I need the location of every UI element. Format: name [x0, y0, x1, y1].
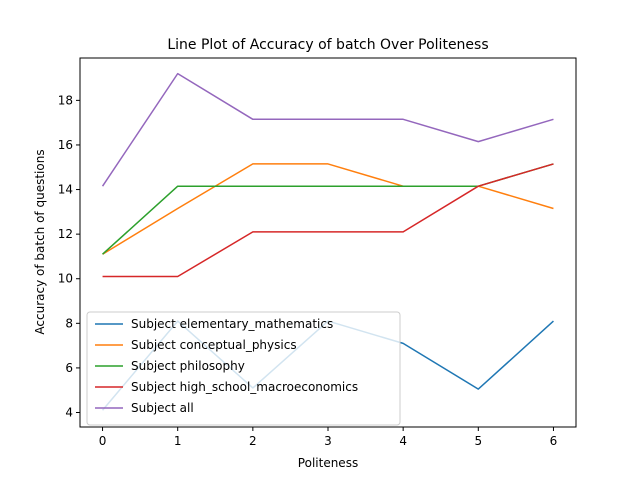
y-axis-label: Accuracy of batch of questions: [33, 149, 47, 334]
legend-entry: Subject elementary_mathematics: [131, 317, 333, 331]
legend-box: [86, 311, 401, 426]
x-axis-label: Politeness: [298, 456, 358, 470]
x-tick-label: 4: [399, 434, 407, 448]
series-line-4: [101, 72, 554, 187]
legend-entry: Subject high_school_macroeconomics: [131, 380, 358, 394]
y-tick-label: 12: [58, 227, 73, 241]
y-tick-label: 6: [65, 361, 73, 375]
series-line-3: [102, 163, 554, 278]
legend: Subject elementary_mathematics Subject co…: [86, 311, 401, 426]
y-axis-ticks: 4 6 8 10 12 14 16 18: [58, 93, 80, 420]
y-tick-label: 16: [58, 138, 73, 152]
legend-entry: Subject all: [131, 401, 194, 415]
y-tick-label: 10: [58, 272, 73, 286]
x-tick-label: 2: [249, 434, 257, 448]
y-tick-label: 4: [65, 406, 73, 420]
x-tick-label: 1: [174, 434, 182, 448]
y-tick-label: 14: [58, 183, 73, 197]
y-tick-label: 8: [65, 316, 73, 330]
y-tick-label: 18: [58, 93, 73, 107]
x-tick-label: 3: [324, 434, 332, 448]
legend-entry: Subject philosophy: [131, 359, 245, 373]
plot-frame: [79, 57, 577, 428]
legend-entry: Subject conceptual_physics: [131, 338, 297, 352]
chart-title: Line Plot of Accuracy of batch Over Poli…: [167, 37, 488, 53]
x-tick-label: 5: [474, 434, 482, 448]
x-tick-label: 6: [550, 434, 558, 448]
x-axis-ticks: 0 1 2 3 4 5 6: [99, 427, 558, 448]
x-tick-label: 0: [99, 434, 107, 448]
